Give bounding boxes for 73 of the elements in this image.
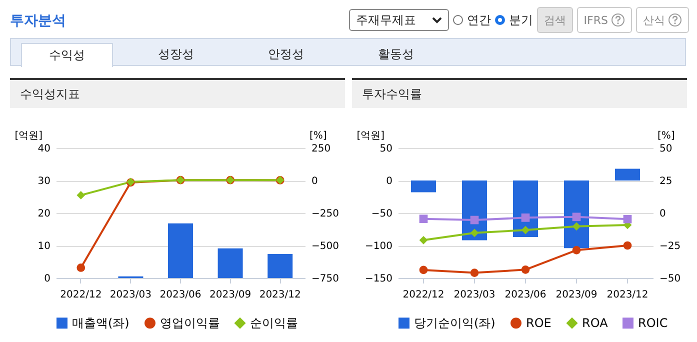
text: 연간 <box>466 12 491 28</box>
point <box>76 264 86 272</box>
y-tick-label: −50 <box>371 208 392 220</box>
y2-tick-label: −250 <box>312 208 339 220</box>
x-tick-label: 2023/12 <box>259 290 301 300</box>
text: 수익성 <box>21 43 113 67</box>
point <box>572 246 581 254</box>
y-tick-label: 20 <box>38 208 50 220</box>
legend-label: 순이익률 <box>250 316 298 330</box>
point <box>419 236 428 244</box>
legend-label: ROA <box>582 316 609 330</box>
x-tick-label: 2023/03 <box>454 290 496 300</box>
point <box>470 268 479 277</box>
chart-title: 투자수익률 <box>352 80 687 108</box>
y2-tick-label: 0 <box>660 208 666 220</box>
legend-label: 당기순이익(좌) <box>414 316 496 330</box>
text: 주재무제표 <box>356 12 416 28</box>
y2-tick-label: −50 <box>660 274 681 284</box>
y2-tick-label: 25 <box>660 176 672 187</box>
bar <box>168 223 193 278</box>
point <box>470 228 479 238</box>
point <box>572 212 581 222</box>
point <box>572 222 581 231</box>
x-tick-label: 2022/12 <box>402 290 444 300</box>
y-tick-label: 10 <box>38 241 50 252</box>
y2-tick-label: 250 <box>312 144 331 154</box>
y2-tick-label: −500 <box>312 241 339 252</box>
y2-tick-label: 0 <box>312 176 318 187</box>
text: 활동성 <box>377 46 415 63</box>
legend-label: 매출액(좌) <box>72 316 130 330</box>
chart-title: 수익성지표 <box>10 80 345 108</box>
point <box>470 216 479 224</box>
point <box>521 266 530 274</box>
y2-tick-label: 50 <box>660 144 672 154</box>
x-tick-label: 2022/12 <box>60 290 102 300</box>
point <box>623 214 632 224</box>
x-tick-label: 2023/12 <box>606 290 648 300</box>
text: 산식 <box>643 12 665 28</box>
x-tick-label: 2023/03 <box>110 290 152 300</box>
y2-axis-title: [%] <box>310 130 327 142</box>
y2-tick-label: −750 <box>312 274 339 284</box>
point <box>76 191 86 200</box>
y-tick-label: 30 <box>38 176 50 187</box>
bar <box>218 248 243 278</box>
y-tick-label: 0 <box>44 274 50 284</box>
y-tick-label: 50 <box>380 144 392 154</box>
y-tick-label: −150 <box>365 274 392 284</box>
x-tick-label: 2023/06 <box>160 290 202 300</box>
point <box>521 226 530 234</box>
y2-axis-title: [%] <box>658 130 675 142</box>
legend-label: ROE <box>526 316 552 330</box>
text: 성장성 <box>157 46 195 63</box>
text: 검색 <box>544 12 566 28</box>
point <box>419 214 428 224</box>
text: 투자분석 <box>10 12 66 30</box>
y-tick-label: 40 <box>38 144 50 154</box>
y-tick-label: 0 <box>386 176 392 187</box>
bar <box>268 254 293 278</box>
y2-tick-label: −25 <box>660 241 681 252</box>
legend-label: ROIC <box>638 316 668 330</box>
point <box>623 241 632 250</box>
text: 안정성 <box>267 46 305 63</box>
x-tick-label: 2023/06 <box>504 290 546 300</box>
point <box>521 213 530 222</box>
x-tick-label: 2023/09 <box>556 290 598 300</box>
y-axis-title: [억원] <box>356 130 385 142</box>
legend-label: 영업이익률 <box>160 316 220 330</box>
text: 분기 <box>508 12 533 28</box>
y-axis-title: [억원] <box>14 130 43 142</box>
x-tick-label: 2023/09 <box>210 290 252 300</box>
y-tick-label: −100 <box>365 241 392 252</box>
point <box>419 266 428 274</box>
text: IFRS <box>584 14 608 26</box>
